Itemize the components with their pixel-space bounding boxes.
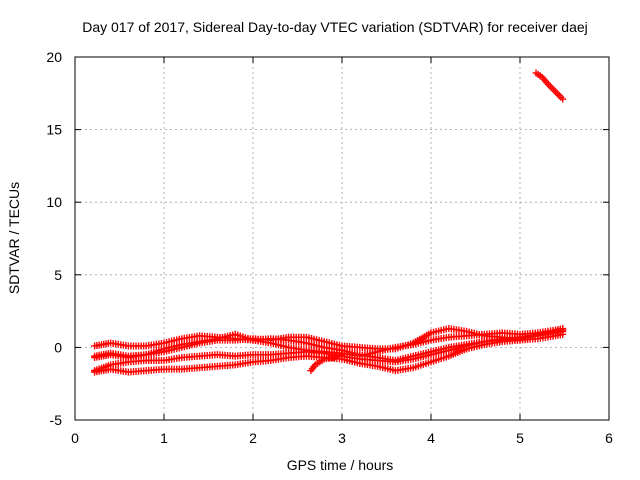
x-tick-label: 0 — [71, 430, 79, 446]
y-tick-label: 10 — [46, 194, 62, 210]
axis-ticks: 0 1 2 3 4 5 6 -5 0 5 10 15 20 — [46, 49, 613, 446]
y-tick-label: 5 — [54, 267, 62, 283]
x-tick-label: 1 — [160, 430, 168, 446]
y-tick-label: 15 — [46, 122, 62, 138]
data-point — [559, 325, 567, 333]
grid — [75, 57, 609, 420]
x-tick-label: 5 — [516, 430, 524, 446]
x-axis-label: GPS time / hours — [287, 457, 394, 473]
x-tick-label: 6 — [605, 430, 613, 446]
y-tick-label: -5 — [50, 412, 63, 428]
x-tick-label: 2 — [249, 430, 257, 446]
chart-title: Day 017 of 2017, Sidereal Day-to-day VTE… — [82, 19, 588, 35]
series-track-5 — [91, 325, 567, 362]
data-point — [559, 95, 567, 103]
x-tick-label: 3 — [338, 430, 346, 446]
y-axis-label: SDTVAR / TECUs — [6, 182, 22, 294]
x-tick-label: 4 — [427, 430, 435, 446]
data-point — [338, 351, 346, 359]
y-tick-label: 20 — [46, 49, 62, 65]
y-tick-label: 0 — [54, 339, 62, 355]
series-track-6 — [307, 351, 346, 375]
series-track-7 — [532, 69, 567, 103]
data-marks — [91, 69, 567, 376]
